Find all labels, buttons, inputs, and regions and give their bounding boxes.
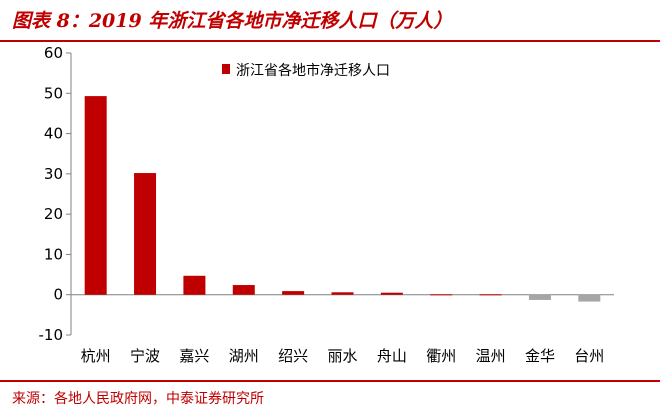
y-tick-label: 60 [44, 44, 63, 62]
bars [84, 96, 601, 302]
y-tick-label: 40 [44, 125, 63, 143]
bar [84, 96, 107, 295]
x-tick-label: 舟山 [377, 347, 407, 365]
bar [331, 292, 354, 295]
x-tick-label: 绍兴 [278, 347, 308, 365]
title-divider [0, 40, 660, 42]
bar [528, 294, 551, 300]
bar [578, 294, 601, 302]
y-axis: 60 50 40 30 20 10 0 -10 [39, 44, 614, 344]
x-tick-label: 衢州 [426, 347, 456, 365]
y-tick-label: 10 [44, 245, 63, 263]
y-tick-label: 0 [53, 286, 63, 304]
y-tick-label: 50 [44, 84, 63, 102]
bar [282, 291, 305, 295]
figure-title: 图表 8：2019 年浙江省各地市净迁移人口（万人） [12, 10, 453, 32]
x-axis-labels: 杭州 宁波 嘉兴 湖州 绍兴 丽水 舟山 衢州 温州 金华 台州 [81, 347, 605, 365]
y-tick-label: -10 [39, 326, 64, 344]
x-tick-label: 丽水 [327, 347, 357, 365]
source-divider [0, 380, 660, 382]
legend-label: 浙江省各地市净迁移人口 [236, 62, 390, 79]
y-tick-label: 20 [44, 205, 63, 223]
source-note: 来源：各地人民政府网，中泰证券研究所 [12, 391, 264, 407]
bar [430, 294, 453, 296]
x-tick-label: 温州 [476, 347, 506, 365]
legend: 浙江省各地市净迁移人口 [222, 62, 390, 79]
bar [380, 292, 403, 295]
y-tick-label: 30 [44, 165, 63, 183]
bar [134, 173, 157, 295]
bar [232, 285, 255, 295]
x-tick-label: 台州 [574, 347, 604, 365]
x-tick-label: 湖州 [229, 347, 259, 365]
x-tick-label: 宁波 [130, 347, 160, 365]
x-tick-label: 金华 [525, 347, 555, 365]
bar [183, 275, 206, 295]
x-tick-label: 嘉兴 [179, 347, 209, 365]
x-tick-label: 杭州 [81, 347, 111, 365]
legend-swatch [222, 64, 230, 74]
bar [479, 294, 502, 296]
